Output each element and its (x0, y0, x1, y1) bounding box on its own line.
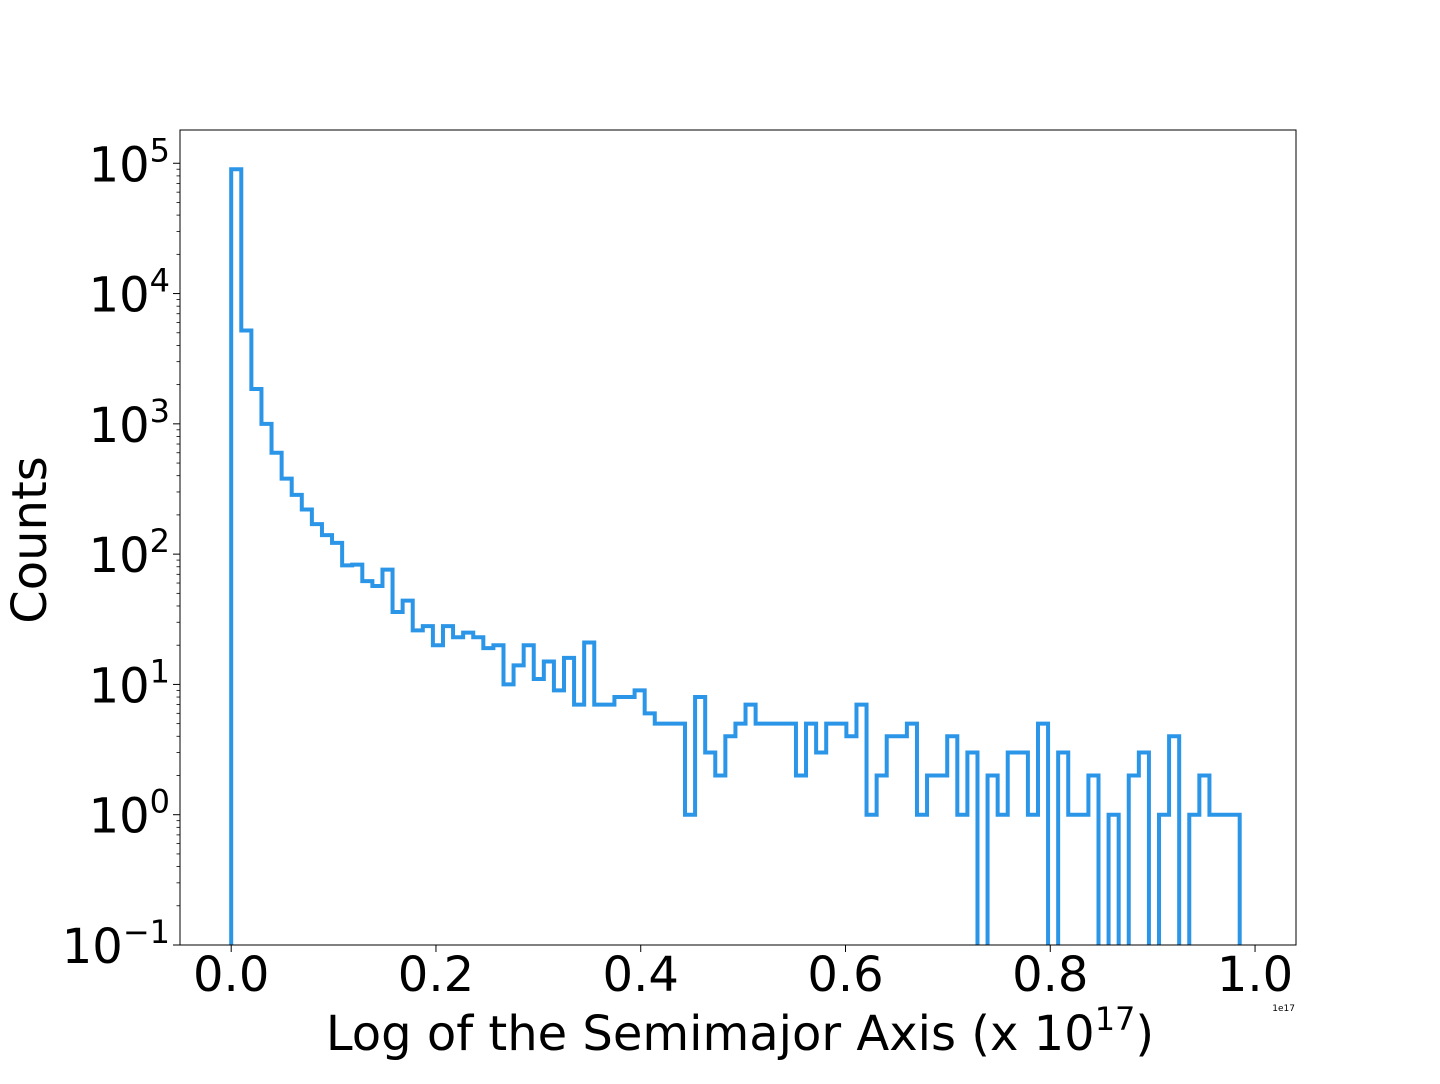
y-axis-label: Counts (2, 456, 58, 624)
x-axis-label-sup: 17 (1095, 1000, 1136, 1038)
y-tick-label-base: 10 (89, 398, 150, 454)
x-tick-label: 0.6 (807, 947, 883, 1003)
y-tick-label-base: 10 (89, 137, 150, 193)
histogram-series-line (229, 167, 1242, 945)
x-tick-label: 0.0 (193, 947, 269, 1003)
y-tick-label: 101 (89, 652, 170, 714)
plot-frame (179, 129, 1297, 946)
y-tick-label-exponent: 1 (150, 652, 170, 690)
x-axis-ticks: 0.0 0.2 0.4 0.6 0.8 1.0 (193, 945, 1293, 1003)
y-minor-ticks (176, 168, 180, 907)
y-tick-label: 100 (89, 783, 170, 845)
y-tick-label: 105 (89, 131, 170, 193)
y-tick-label-base: 10 (89, 789, 150, 845)
y-tick-label: 104 (89, 262, 170, 324)
y-tick-label-base: 10 (89, 268, 150, 324)
y-tick-label: 10−1 (62, 913, 170, 975)
y-tick-label-exponent: 3 (150, 392, 170, 430)
y-tick-label-base: 10 (62, 919, 123, 975)
y-tick-label-base: 10 (89, 658, 150, 714)
y-tick-label-exponent: 0 (150, 783, 170, 821)
x-axis-label-main: Log of the Semimajor Axis (x 10 (326, 1006, 1095, 1062)
x-tick-label: 0.8 (1012, 947, 1088, 1003)
x-tick-label: 0.4 (603, 947, 679, 1003)
plot-area (180, 130, 1296, 945)
x-axis-label-tail: ) (1135, 1006, 1154, 1062)
x-tick-label: 1.0 (1217, 947, 1293, 1003)
y-tick-label: 103 (89, 392, 170, 454)
x-tick-label: 0.2 (398, 947, 474, 1003)
y-tick-label: 102 (89, 522, 170, 584)
x-axis-label: Log of the Semimajor Axis (x 1017) (326, 1000, 1154, 1062)
x-offset-label: 1e17 (1272, 1004, 1295, 1014)
y-tick-label-exponent: −1 (123, 913, 170, 951)
y-tick-label-base: 10 (89, 528, 150, 584)
y-tick-label-exponent: 2 (150, 522, 170, 560)
y-tick-label-exponent: 4 (150, 262, 170, 300)
y-tick-label-exponent: 5 (150, 131, 170, 169)
